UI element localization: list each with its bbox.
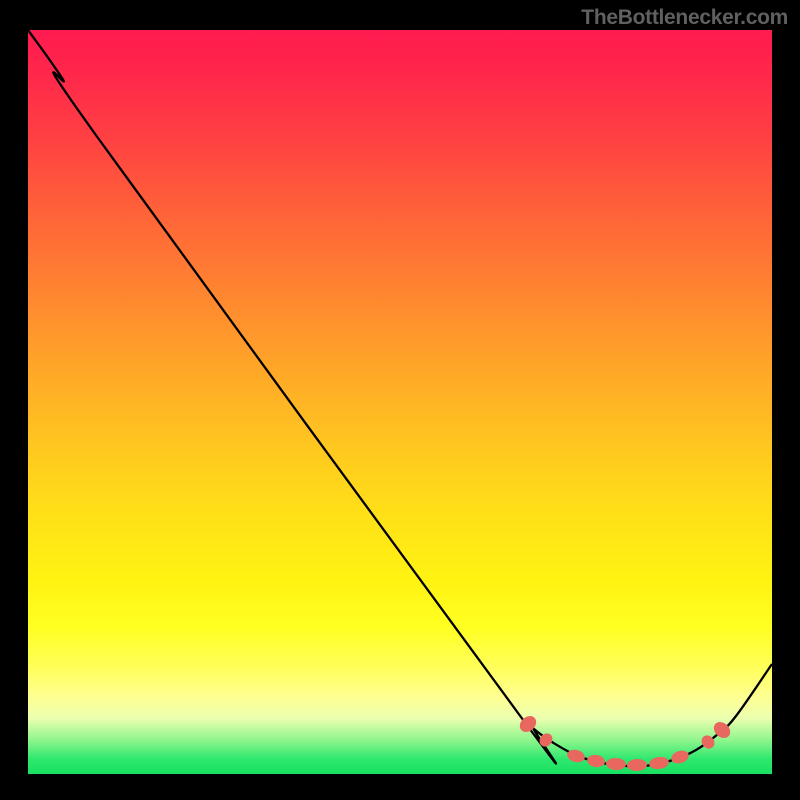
chart-area [28, 30, 772, 774]
curve-marker [606, 757, 627, 770]
curve-markers-group [517, 713, 734, 772]
curve-marker [648, 756, 669, 771]
curve-marker [627, 759, 647, 772]
chart-curve-layer [28, 30, 772, 774]
curve-marker [566, 748, 586, 764]
curve-marker [586, 754, 605, 768]
curve-marker [670, 749, 691, 766]
watermark-text: TheBottlenecker.com [581, 6, 788, 30]
bottleneck-curve [28, 30, 772, 766]
